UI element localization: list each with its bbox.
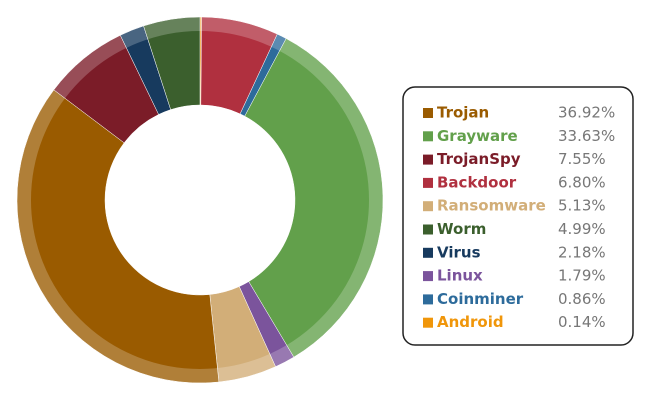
legend-swatch xyxy=(423,108,433,118)
legend-swatch xyxy=(423,201,433,212)
legend-swatch xyxy=(423,154,433,165)
legend-label: Trojan xyxy=(437,104,489,122)
legend-swatch xyxy=(423,271,433,282)
legend-swatch xyxy=(423,131,433,142)
legend-value: 36.92% xyxy=(558,104,615,122)
legend-value: 0.14% xyxy=(558,313,606,331)
legend-box xyxy=(402,86,634,346)
legend-label: Grayware xyxy=(437,127,518,145)
rim-highlight xyxy=(17,17,383,383)
legend-label: TrojanSpy xyxy=(437,150,521,168)
legend-label: Ransomware xyxy=(437,197,546,215)
slice xyxy=(16,89,220,384)
legend-value: 0.86% xyxy=(558,290,606,308)
legend-value: 5.13% xyxy=(558,197,606,215)
slice xyxy=(143,16,201,110)
legend-value: 33.63% xyxy=(558,127,615,145)
legend-value: 1.79% xyxy=(558,267,606,285)
legend-value: 2.18% xyxy=(558,243,606,261)
legend-label: Backdoor xyxy=(437,173,517,191)
legend-label: Coinminer xyxy=(437,290,524,308)
legend-value: 4.99% xyxy=(558,220,606,238)
legend-swatch xyxy=(423,224,433,235)
legend-swatch xyxy=(423,177,433,188)
legend-label: Linux xyxy=(437,267,483,285)
legend-swatch xyxy=(423,294,433,305)
legend-value: 7.55% xyxy=(558,150,606,168)
legend-label: Worm xyxy=(437,220,486,238)
legend-swatch xyxy=(423,247,433,258)
legend-label: Android xyxy=(437,313,504,331)
donut xyxy=(16,16,384,384)
legend-label: Virus xyxy=(437,243,481,261)
legend: Trojan 36.92% Grayware 33.63% TrojanSpy 7.55%… xyxy=(423,104,615,331)
legend-swatch xyxy=(423,317,433,328)
legend-value: 6.80% xyxy=(558,173,606,191)
slice xyxy=(244,38,384,358)
